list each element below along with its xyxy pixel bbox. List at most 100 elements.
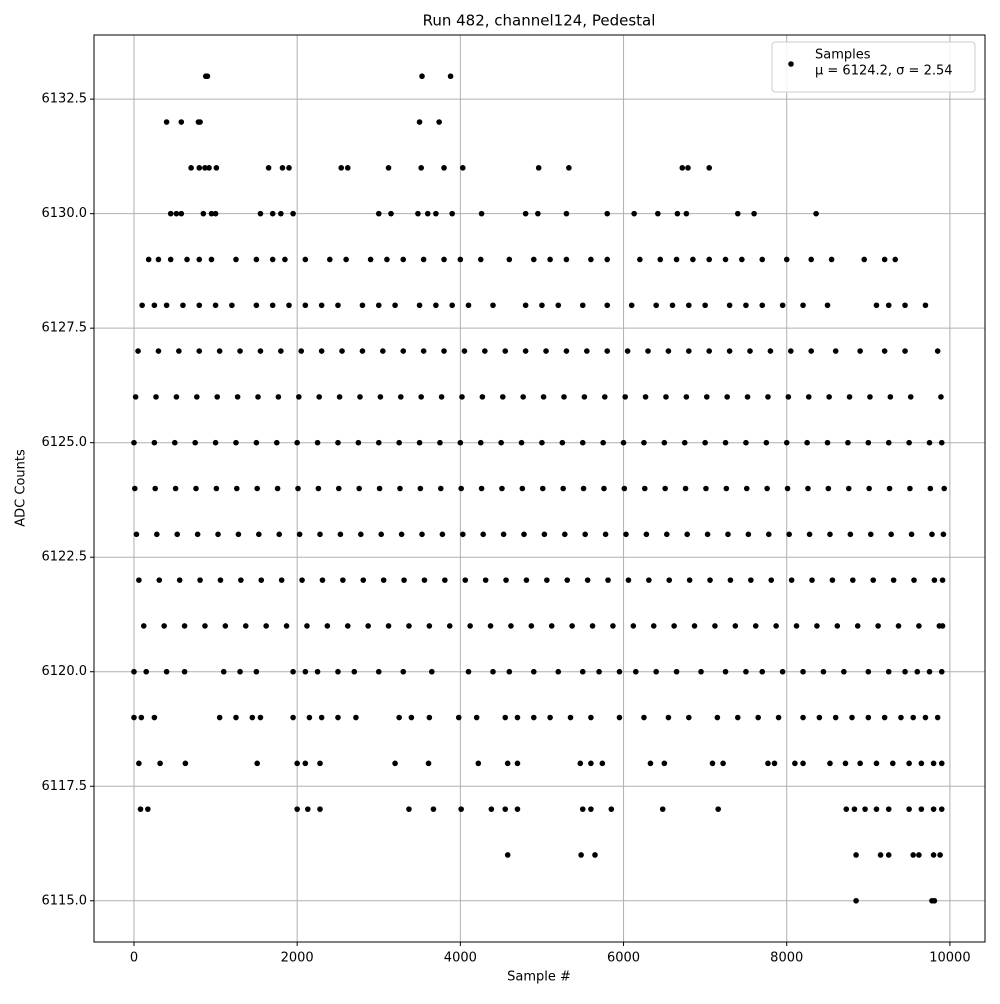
y-tick-label: 6122.5 (42, 550, 88, 565)
point (344, 623, 351, 629)
point (857, 348, 863, 354)
point (420, 256, 427, 263)
point (335, 485, 342, 492)
point (408, 714, 415, 721)
point (441, 256, 447, 263)
point (602, 531, 609, 538)
point (914, 668, 921, 675)
point (217, 577, 224, 583)
point (732, 623, 739, 629)
point (659, 806, 666, 812)
point (616, 714, 623, 721)
point (487, 623, 494, 629)
point (424, 210, 431, 217)
point (384, 256, 390, 263)
point (582, 531, 588, 538)
point (522, 348, 529, 354)
point (181, 623, 188, 629)
point (918, 760, 925, 767)
point (548, 623, 555, 629)
point (889, 760, 896, 767)
point (514, 760, 521, 767)
point (418, 165, 424, 171)
point (237, 348, 243, 354)
point (318, 348, 325, 354)
point (569, 623, 575, 629)
point (725, 531, 731, 538)
point (319, 577, 326, 583)
point (847, 531, 854, 538)
y-tick-label: 6115.0 (42, 893, 88, 908)
point (938, 760, 945, 767)
point (916, 623, 922, 629)
point (212, 302, 219, 309)
point (528, 623, 535, 629)
point (547, 714, 553, 721)
point (131, 714, 137, 721)
point (457, 439, 464, 446)
point (426, 623, 433, 629)
point (138, 714, 145, 721)
point (759, 668, 766, 675)
point (724, 394, 730, 400)
point (539, 485, 546, 492)
point (809, 577, 815, 583)
point (278, 348, 284, 354)
point (151, 714, 158, 721)
point (365, 623, 371, 629)
point (885, 439, 892, 446)
point (213, 485, 220, 492)
point (621, 485, 628, 492)
point (726, 348, 733, 354)
point (216, 348, 223, 354)
point (734, 714, 741, 721)
point (253, 668, 260, 675)
plot-frame (93, 34, 986, 943)
point (457, 256, 464, 263)
point (751, 210, 757, 217)
point (302, 256, 309, 263)
point (867, 394, 873, 400)
point (480, 531, 487, 538)
point (375, 668, 382, 675)
point (712, 623, 718, 629)
point (172, 485, 179, 492)
point (892, 256, 899, 263)
point (202, 165, 208, 171)
point (375, 210, 382, 217)
point (255, 394, 261, 400)
point (714, 714, 721, 721)
point (338, 165, 345, 171)
point (406, 623, 412, 629)
point (298, 348, 305, 354)
point (939, 577, 946, 583)
point (563, 210, 570, 217)
point (425, 760, 432, 767)
point (375, 439, 382, 446)
point (343, 256, 349, 263)
point (875, 623, 881, 629)
point (376, 485, 383, 492)
point (178, 119, 185, 125)
point (922, 714, 929, 721)
point (180, 302, 186, 309)
point (881, 348, 888, 354)
point (220, 668, 227, 675)
point (290, 210, 296, 217)
point (351, 668, 358, 675)
legend-label: Samples (815, 48, 871, 63)
point (514, 806, 521, 812)
point (519, 485, 526, 492)
point (274, 485, 281, 492)
point (765, 394, 771, 400)
point (748, 577, 754, 583)
point (813, 210, 819, 217)
point (885, 668, 892, 675)
point (449, 302, 455, 309)
point (173, 210, 180, 217)
point (902, 668, 908, 675)
chart-title: Run 482, channel124, Pedestal (423, 12, 656, 30)
point (637, 256, 643, 263)
point (865, 439, 872, 446)
point (929, 531, 935, 538)
